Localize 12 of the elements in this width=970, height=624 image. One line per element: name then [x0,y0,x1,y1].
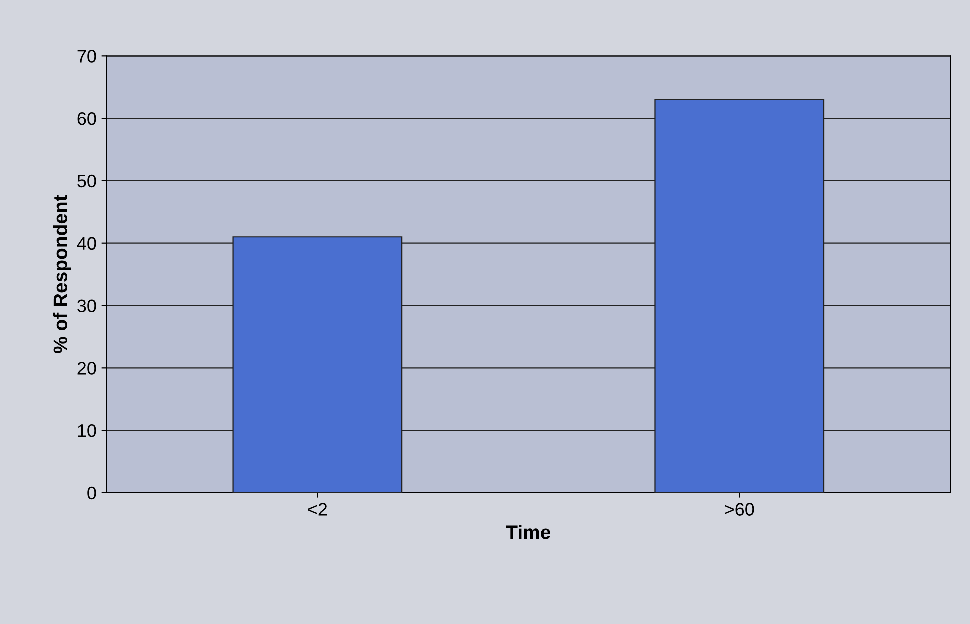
x-axis-title: Time [506,525,551,540]
y-tick-label: 50 [78,174,96,188]
y-tick-label: 60 [78,112,96,126]
y-tick-label: 20 [78,362,96,375]
y-tick-label: 70 [78,50,96,63]
x-tick-label: <2 [308,503,328,516]
x-tick-label: >60 [725,503,754,516]
y-axis-title: % of Respondent [53,195,72,354]
y-tick-label: 40 [77,237,96,250]
y-tick-label: 30 [78,300,96,312]
y-tick-label: 0 [88,486,96,500]
y-tick-label: 10 [78,424,96,438]
